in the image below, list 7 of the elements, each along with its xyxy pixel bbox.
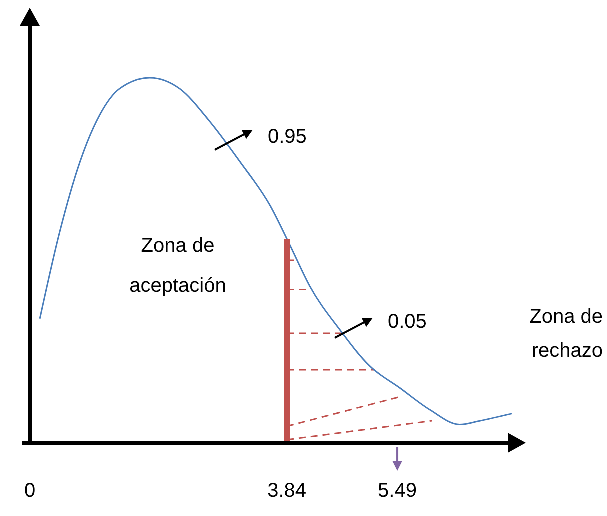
- x-tick-label: 0: [24, 480, 36, 502]
- annotation: Zona de aceptación: [130, 235, 226, 297]
- x-tick-label: 5.49: [378, 480, 417, 502]
- text: Zona de rechazo: [530, 306, 603, 362]
- annotation: 0.95: [268, 126, 307, 148]
- annotation: 0.05: [388, 311, 427, 333]
- x-tick-label: 3.84: [268, 480, 307, 502]
